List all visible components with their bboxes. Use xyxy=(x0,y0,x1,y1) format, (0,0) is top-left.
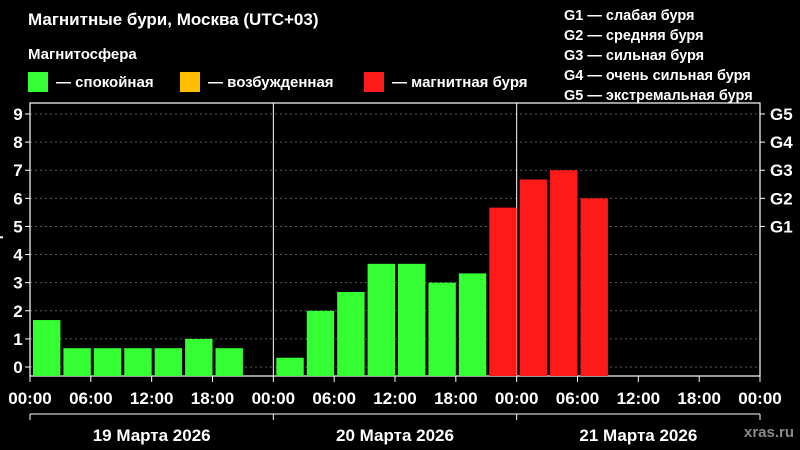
storm-scale-g4: G4 — очень сильная буря xyxy=(564,68,751,84)
g-tick-label: G4 xyxy=(770,133,793,152)
x-tick-label: 06:00 xyxy=(556,389,599,408)
kp-bar xyxy=(63,348,91,376)
y-axis-label: Kp xyxy=(0,231,3,250)
x-tick-label: 12:00 xyxy=(373,389,416,408)
kp-bar xyxy=(580,198,608,376)
x-tick-label: 00:00 xyxy=(738,389,781,408)
kp-bar xyxy=(550,170,578,376)
y-tick-label: 4 xyxy=(13,246,23,265)
y-tick-label: 5 xyxy=(13,217,22,236)
kp-bar xyxy=(367,263,395,376)
date-label: 21 Марта 2026 xyxy=(579,426,697,445)
g-tick-label: G5 xyxy=(770,105,793,124)
legend-swatch-storm xyxy=(364,72,384,92)
x-tick-label: 06:00 xyxy=(312,389,355,408)
legend-label-quiet: — спокойная xyxy=(56,73,154,91)
legend-item-active: — возбужденная xyxy=(180,72,334,92)
y-tick-label: 0 xyxy=(13,358,22,377)
kp-bar xyxy=(154,348,183,376)
date-label: 19 Марта 2026 xyxy=(93,426,211,445)
x-tick-label: 18:00 xyxy=(677,389,720,408)
x-tick-label: 18:00 xyxy=(191,389,234,408)
storm-scale-g2: G2 — средняя буря xyxy=(564,28,704,44)
kp-bar xyxy=(215,348,243,376)
kp-bar xyxy=(93,348,122,376)
page-title: Магнитные бури, Москва (UTC+03) xyxy=(28,10,319,29)
y-tick-label: 6 xyxy=(13,189,22,208)
y-tick-label: 3 xyxy=(13,274,22,293)
g-tick-label: G3 xyxy=(770,161,793,180)
storm-scale-legend: G1 — слабая буря G2 — средняя буря G3 — … xyxy=(564,6,753,106)
kp-bar xyxy=(337,291,365,376)
kp-bar xyxy=(276,357,304,376)
legend-swatch-quiet xyxy=(28,72,48,92)
x-tick-label: 00:00 xyxy=(8,389,51,408)
y-tick-label: 2 xyxy=(13,302,22,321)
kp-bar xyxy=(306,310,335,376)
x-tick-label: 00:00 xyxy=(252,389,295,408)
legend-item-quiet: — спокойная xyxy=(28,72,154,92)
legend-title: Магнитосфера xyxy=(28,46,137,63)
legend-label-active: — возбужденная xyxy=(208,73,334,91)
x-tick-label: 12:00 xyxy=(617,389,660,408)
kp-bar xyxy=(489,207,517,376)
x-tick-label: 12:00 xyxy=(130,389,173,408)
kp-bar xyxy=(185,338,213,376)
legend-label-storm: — магнитная буря xyxy=(392,73,528,91)
y-tick-label: 1 xyxy=(13,330,22,349)
g-tick-label: G1 xyxy=(770,217,793,236)
kp-bar xyxy=(33,320,61,376)
date-label: 20 Марта 2026 xyxy=(336,426,454,445)
storm-scale-g1: G1 — слабая буря xyxy=(564,8,695,24)
y-tick-label: 8 xyxy=(13,133,22,152)
watermark: xras.ru xyxy=(744,424,795,441)
y-tick-label: 7 xyxy=(13,161,22,180)
y-tick-label: 9 xyxy=(13,105,22,124)
kp-bar xyxy=(124,348,152,376)
x-tick-label: 18:00 xyxy=(434,389,477,408)
storm-scale-g5: G5 — экстремальная буря xyxy=(564,88,753,104)
kp-bar xyxy=(458,273,487,376)
kp-bar xyxy=(428,282,456,376)
kp-bar xyxy=(398,263,426,376)
kp-bar xyxy=(519,179,548,376)
legend-swatch-active xyxy=(180,72,200,92)
x-tick-label: 00:00 xyxy=(495,389,538,408)
legend-item-storm: — магнитная буря xyxy=(364,72,528,92)
x-tick-label: 06:00 xyxy=(69,389,112,408)
storm-scale-g3: G3 — сильная буря xyxy=(564,48,705,64)
g-tick-label: G2 xyxy=(770,189,793,208)
